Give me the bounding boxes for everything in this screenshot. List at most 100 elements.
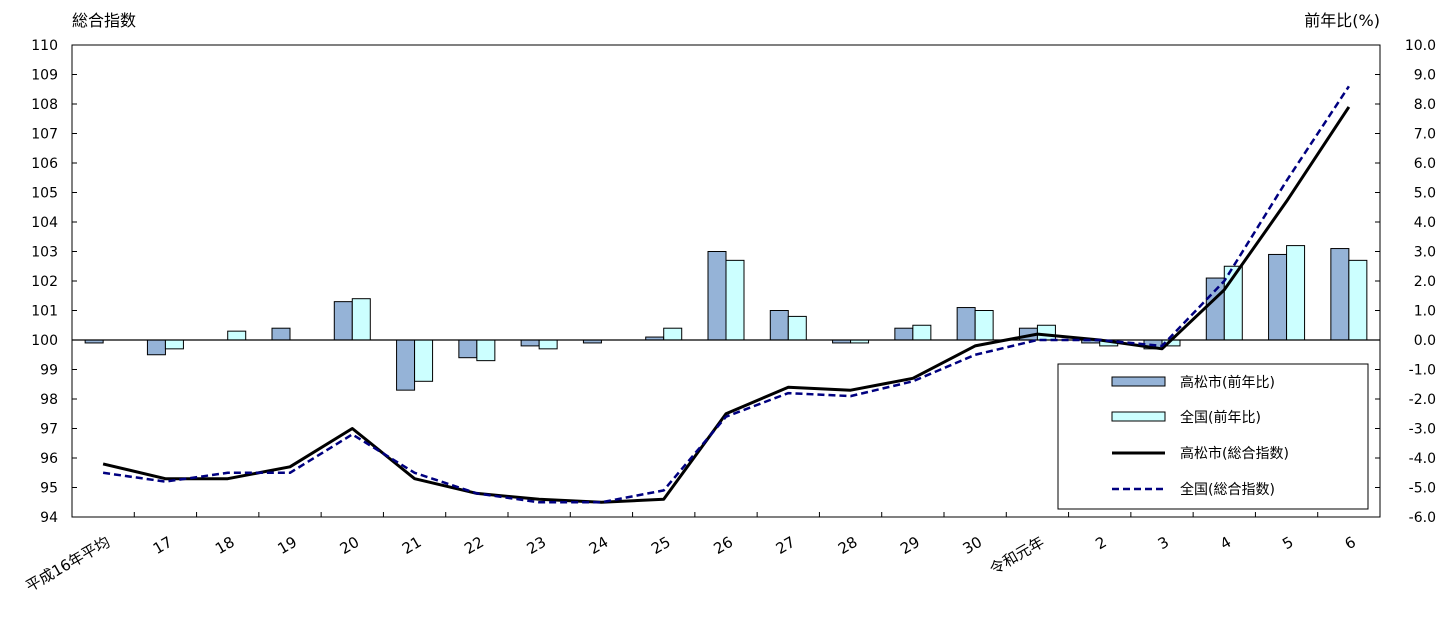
y-right-tick-label-11: 5.0 [1414,186,1436,202]
x-tick-label-9: 25 [648,533,674,558]
y-right-tick-label-1: -5.0 [1409,481,1436,497]
bar-1-14 [974,310,994,341]
legend-label-1: 全国(前年比) [1180,409,1261,426]
bar-0-1 [146,339,166,356]
legend-label-3: 全国(総合指数) [1180,481,1275,498]
x-tick-label-12: 28 [835,533,861,558]
bars-layer [84,245,1368,391]
x-tick-label-19: 5 [1279,533,1296,553]
y-right-tick-label-10: 4.0 [1414,215,1436,231]
x-tick-label-10: 26 [710,533,736,558]
x-tick-label-16: 2 [1092,533,1109,553]
y-right-tick-label-16: 10.0 [1405,38,1436,54]
x-tick-label-15: 令和元年 [986,533,1047,579]
y-left-tick-label-10: 104 [31,215,58,231]
bar-0-11 [769,310,789,341]
bar-0-6 [458,339,478,359]
y-left-tick-label-4: 98 [40,392,58,408]
y-right-tick-label-9: 3.0 [1414,245,1436,261]
y-right-tick-label-4: -2.0 [1409,392,1436,408]
x-tick-label-17: 3 [1155,533,1172,553]
bar-0-4 [333,301,353,341]
bar-1-11 [787,315,807,341]
y-right-tick-label-13: 7.0 [1414,127,1436,143]
y-left-tick-label-7: 101 [31,304,58,320]
y-right-tick-label-6: 0.0 [1414,333,1436,349]
y-left-tick-label-8: 102 [31,274,58,290]
y-left-tick-label-3: 97 [40,422,58,438]
bar-1-15 [1036,324,1056,341]
y-right-tick-label-0: -6.0 [1409,510,1436,526]
bar-1-6 [476,339,496,362]
bar-0-18 [1205,277,1225,341]
bar-1-10 [725,259,745,341]
y-right-tick-label-8: 2.0 [1414,274,1436,290]
bar-1-1 [164,339,184,350]
y-right-tick-label-5: -1.0 [1409,363,1436,379]
legend-swatch-0 [1111,376,1166,387]
y-left-axis-title: 総合指数 [72,11,136,30]
y-right-tick-label-2: -4.0 [1409,451,1436,467]
x-tick-label-7: 23 [524,533,550,558]
series-line-3 [102,85,1350,504]
x-tick-label-2: 18 [212,533,238,558]
bar-0-7 [520,339,540,347]
series-line-2 [102,106,1351,504]
bar-0-19 [1268,253,1288,341]
bar-1-5 [414,339,434,382]
bar-1-7 [538,339,558,350]
y-left-tick-label-11: 105 [31,186,58,202]
x-tick-label-11: 27 [773,533,799,558]
y-left-tick-label-9: 103 [31,245,58,261]
x-tick-label-5: 21 [399,533,425,558]
bar-1-13 [912,324,932,341]
lines-layer [102,85,1351,504]
bar-0-13 [894,327,914,341]
y-right-axis: -6.0 -5.0 -4.0 -3.0 -2.0 -1.0 0.0 1.0 2.0 3.0 4.0 5… [1375,38,1436,526]
y-right-tick-label-3: -3.0 [1409,422,1436,438]
y-right-tick-label-15: 9.0 [1414,68,1436,84]
y-left-tick-label-1: 95 [40,481,58,497]
y-right-tick-label-12: 6.0 [1414,156,1436,172]
x-tick-label-14: 30 [960,533,986,558]
y-left-tick-label-6: 100 [31,333,58,349]
y-right-tick-label-7: 1.0 [1414,304,1436,320]
bar-1-9 [663,327,683,341]
bar-1-20 [1348,259,1368,341]
x-tick-label-3: 19 [274,533,300,558]
bar-0-20 [1330,248,1350,341]
legend-box [1057,363,1369,510]
x-axis: 平成16年平均 17 18 19 20 21 22 23 24 25 26 27 28 29 30 令和元年 2… [23,512,1381,596]
x-tick-label-18: 4 [1217,533,1234,553]
y-left-axis: 94 95 96 97 98 99 100 101 102 103 104 105 106 107 108 1… [31,38,77,526]
legend-label-0: 高松市(前年比) [1180,374,1275,391]
y-left-tick-label-5: 99 [40,363,58,379]
y-left-tick-label-13: 107 [31,127,58,143]
y-left-tick-label-15: 109 [31,68,58,84]
legend-swatch-1 [1111,411,1166,422]
x-tick-label-4: 20 [337,533,363,558]
bar-1-4 [351,298,371,341]
y-left-tick-label-0: 94 [40,510,58,526]
x-tick-label-20: 6 [1342,533,1359,553]
y-left-tick-label-12: 106 [31,156,58,172]
legend-label-2: 高松市(総合指数) [1180,445,1289,462]
y-left-tick-label-14: 108 [31,97,58,113]
legend: 高松市(前年比) 全国(前年比) 高松市(総合指数) 全国(総合指数) [1057,363,1369,510]
bar-1-2 [227,330,247,341]
bar-0-14 [956,307,976,341]
x-tick-label-8: 24 [586,533,612,558]
bar-0-5 [396,339,416,391]
y-left-tick-label-16: 110 [31,38,58,54]
bar-0-3 [271,327,291,341]
y-right-axis-title: 前年比(%) [1304,11,1380,30]
x-tick-label-1: 17 [150,533,176,558]
bar-0-10 [707,251,727,341]
x-tick-label-0: 平成16年平均 [23,533,113,596]
y-left-tick-label-2: 96 [40,451,58,467]
bar-1-19 [1286,245,1306,341]
y-right-tick-label-14: 8.0 [1414,97,1436,113]
x-tick-label-6: 22 [461,533,487,558]
